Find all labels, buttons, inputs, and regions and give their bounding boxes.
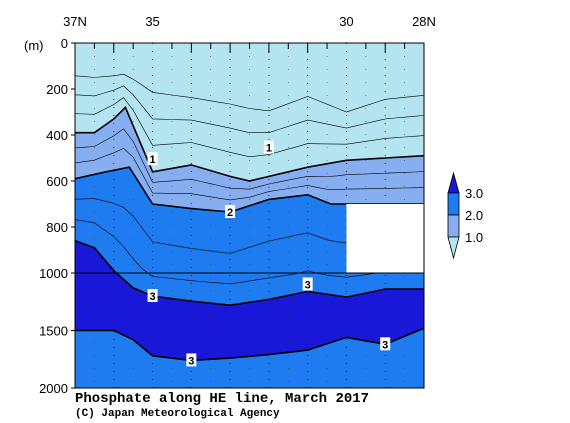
legend-label-2: 1.0 (465, 230, 483, 245)
y-tick-label-2: 400 (46, 128, 68, 143)
legend-colorbar: 3.0 2.0 1.0 (447, 171, 483, 260)
fine-isoline-upper-2 (75, 85, 424, 133)
contour-label-1-0: 2 (227, 207, 233, 219)
band-deep-below-3 (75, 328, 424, 388)
y-axis-labels: 0 200 400 600 800 1000 1500 2000 (39, 36, 68, 396)
y-tick-label-3: 600 (46, 174, 68, 189)
legend-swatch-2-3 (447, 192, 460, 216)
x-axis-ticks (93, 43, 406, 53)
legend-swatch-bottom (447, 236, 460, 260)
contour-label-bg-2-1 (302, 277, 313, 291)
contour-line-2-1 (75, 166, 424, 213)
x-tick-label-0: 37N (63, 14, 87, 29)
y-tick-label-0: 0 (61, 36, 68, 51)
contour-label-0-0: 1 (149, 154, 155, 166)
y-axis-ticks (71, 42, 75, 389)
contour-labels: 1 1 2 3 3 3 3 (147, 140, 391, 367)
missing-data-region (346, 204, 424, 273)
y-tick-label-6: 1500 (39, 324, 68, 339)
legend-swatch-1-2 (447, 214, 460, 238)
fine-isoline-upper-3 (75, 97, 424, 158)
contour-label-bg-3-1 (380, 337, 391, 351)
contour-label-2-0: 3 (149, 291, 155, 303)
y-tick-label-7: 2000 (39, 381, 68, 396)
legend-label-0: 3.0 (465, 186, 483, 201)
credit-text: (C) Japan Meteorological Agency (75, 408, 280, 420)
contour-line-1-0 (75, 105, 424, 182)
x-tick-label-1: 35 (145, 14, 159, 29)
fine-isoline-deep-2 (75, 219, 424, 285)
x-tick-label-3: 28N (412, 14, 436, 29)
y-tick-label-4: 800 (46, 220, 68, 235)
x-axis-labels: 37N 35 30 28N (63, 14, 436, 29)
contour-label-bg-0-1 (263, 140, 274, 154)
contour-label-3-1: 3 (382, 339, 388, 351)
contour-label-0-1: 1 (266, 143, 272, 155)
contour-label-bg-0-0 (147, 152, 158, 166)
chart-title: Phosphate along HE line, March 2017 (75, 391, 369, 407)
contour-label-3-0: 3 (188, 355, 194, 367)
x-tick-label-2: 30 (339, 14, 353, 29)
legend-swatch-top (447, 171, 460, 194)
contour-line-3-3 (75, 327, 424, 362)
contour-label-bg-2-0 (147, 289, 158, 302)
fine-isoline-mid-2 (75, 147, 424, 201)
y-axis-unit-label: (m) (24, 38, 44, 53)
legend-label-1: 2.0 (465, 208, 483, 223)
y-tick-label-1: 200 (46, 82, 68, 97)
y-tick-label-5: 1000 (39, 266, 68, 281)
contour-label-bg-3-0 (186, 353, 197, 367)
contour-label-bg-1-0 (225, 205, 236, 219)
contour-label-2-1: 3 (305, 280, 311, 292)
